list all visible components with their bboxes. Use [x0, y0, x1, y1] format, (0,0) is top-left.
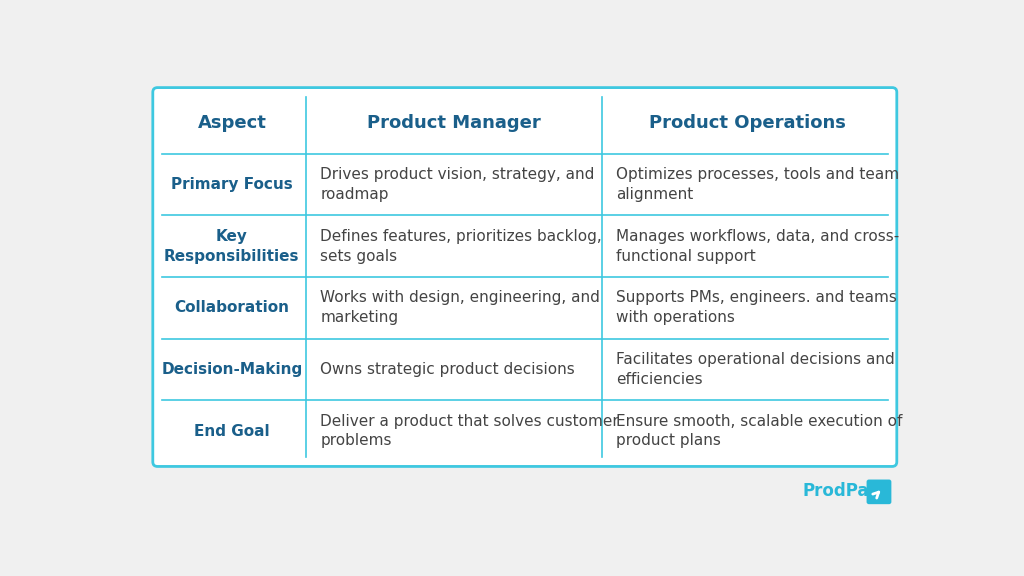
Text: Manages workflows, data, and cross-
functional support: Manages workflows, data, and cross- func…	[616, 229, 899, 264]
Text: Ensure smooth, scalable execution of
product plans: Ensure smooth, scalable execution of pro…	[616, 414, 902, 449]
FancyBboxPatch shape	[153, 88, 897, 467]
Text: Drives product vision, strategy, and
roadmap: Drives product vision, strategy, and roa…	[321, 167, 595, 202]
Text: Optimizes processes, tools and team
alignment: Optimizes processes, tools and team alig…	[616, 167, 899, 202]
Text: Product Operations: Product Operations	[649, 114, 846, 132]
Text: Deliver a product that solves customer
problems: Deliver a product that solves customer p…	[321, 414, 618, 449]
Text: ProdPad: ProdPad	[802, 482, 881, 500]
Text: Works with design, engineering, and
marketing: Works with design, engineering, and mark…	[321, 290, 600, 325]
Text: Decision-Making: Decision-Making	[161, 362, 302, 377]
Text: Key
Responsibilities: Key Responsibilities	[164, 229, 300, 264]
Text: Primary Focus: Primary Focus	[171, 177, 293, 192]
Text: Owns strategic product decisions: Owns strategic product decisions	[321, 362, 574, 377]
FancyBboxPatch shape	[866, 480, 891, 504]
Text: Defines features, prioritizes backlog,
sets goals: Defines features, prioritizes backlog, s…	[321, 229, 602, 264]
Text: Aspect: Aspect	[198, 114, 266, 132]
Text: Collaboration: Collaboration	[174, 300, 290, 315]
Text: Facilitates operational decisions and
efficiencies: Facilitates operational decisions and ef…	[616, 352, 895, 387]
Text: End Goal: End Goal	[194, 423, 269, 438]
Text: Product Manager: Product Manager	[368, 114, 541, 132]
Text: Supports PMs, engineers. and teams
with operations: Supports PMs, engineers. and teams with …	[616, 290, 897, 325]
